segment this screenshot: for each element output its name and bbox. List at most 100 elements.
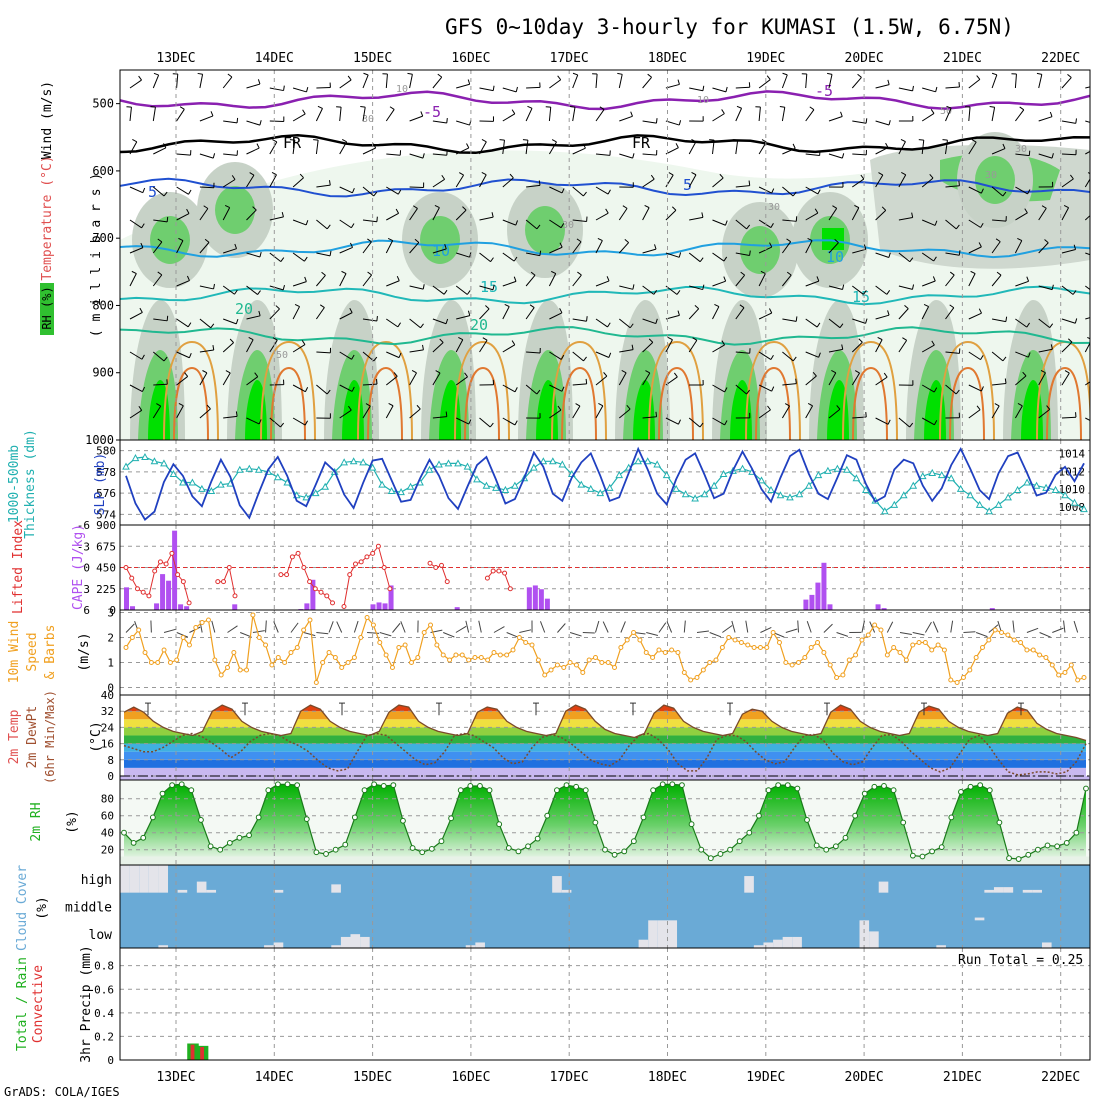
temp-band	[124, 705, 1086, 712]
wind-barb-flag	[490, 257, 494, 262]
wind10-point	[631, 630, 637, 635]
wind10-point	[282, 660, 288, 665]
cloud-unit-label: (%)	[35, 896, 50, 919]
wind-barb	[805, 405, 814, 419]
wind-barb-flag	[321, 271, 326, 276]
wind-barb-flag	[935, 86, 938, 92]
rh-point	[996, 819, 1003, 826]
wind-barb-flag	[522, 139, 528, 141]
wind-barb-flag	[978, 308, 982, 314]
wind-barb	[1014, 240, 1023, 254]
wind-barb-flag	[814, 208, 819, 214]
wind-barb-flag	[259, 252, 262, 258]
wind10-point	[916, 640, 922, 645]
wind-barb	[688, 141, 697, 155]
li-line	[125, 551, 190, 604]
wind-barb-flag	[671, 206, 677, 211]
rh-point	[727, 846, 733, 853]
wind-barb	[572, 351, 584, 362]
wind-barb-flag	[141, 223, 145, 229]
rh-point	[400, 817, 406, 824]
cloud-bg	[120, 865, 1090, 948]
wind-barb-flag	[1049, 323, 1054, 328]
wind-barb-flag	[807, 237, 813, 242]
wind-barb	[246, 376, 259, 386]
rh-point	[1073, 829, 1080, 836]
wind-barb	[152, 351, 165, 362]
wind-barb	[945, 274, 955, 287]
wind10-point	[872, 622, 878, 628]
cloud-level-label: high	[81, 873, 112, 888]
wind-barb-flag	[281, 211, 284, 218]
wind-barb-flag	[326, 224, 331, 230]
wind-barb	[618, 74, 623, 89]
wind-barb	[1085, 317, 1090, 320]
wind10-point	[1005, 632, 1011, 638]
wind-barb-flag	[842, 284, 845, 290]
wind10-point	[618, 645, 624, 650]
wind-barb	[1085, 417, 1090, 422]
wind-barb	[735, 307, 745, 320]
wind-barb	[945, 252, 960, 256]
wind-barb-flag	[858, 338, 863, 343]
wind-barb	[432, 207, 440, 221]
wind-barb-flag	[304, 276, 307, 282]
cloud-level-label: low	[89, 928, 113, 943]
wind-barb	[992, 219, 1007, 222]
wind10-point	[459, 652, 465, 658]
wind-barb-flag	[769, 242, 773, 248]
wind-barb-flag	[980, 222, 984, 228]
temp-band	[124, 719, 1086, 728]
wind-barb-flag	[1026, 276, 1030, 282]
wind-barb-flag	[459, 172, 464, 176]
rh-point	[467, 783, 474, 789]
wind-barb-flag	[422, 344, 424, 350]
wind-barb	[712, 177, 724, 188]
wind-barb-flag	[445, 411, 448, 417]
li-point	[232, 593, 238, 599]
wind10-point	[434, 642, 440, 648]
rh-point	[342, 841, 349, 848]
wind10-point	[745, 642, 751, 648]
wind-barb	[152, 186, 165, 197]
wind-barb	[409, 318, 421, 329]
wind10-point	[402, 642, 408, 648]
wind-barb-flag	[560, 354, 565, 360]
thickness-point	[198, 484, 206, 492]
wind-barb	[292, 306, 300, 320]
wind-barb	[385, 375, 398, 386]
cape-bar	[172, 530, 178, 610]
thickness-tick-label: 576	[96, 487, 116, 500]
wind-barb-flag	[141, 386, 146, 392]
wind10-point	[136, 627, 142, 633]
cloud-bar-low	[648, 920, 658, 948]
wind10-barb	[950, 620, 954, 633]
wind-barb-flag	[282, 284, 285, 291]
wind10-point	[231, 650, 237, 655]
wind-barb-flag	[256, 143, 260, 149]
wind-barb-flag	[617, 72, 623, 75]
wind-barb	[595, 318, 608, 328]
thickness-point	[805, 481, 813, 489]
wind-barb	[385, 405, 394, 419]
wind-barb	[152, 107, 156, 122]
wind-barb-flag	[863, 244, 867, 250]
li-point	[180, 579, 186, 585]
wind-barb	[199, 285, 214, 290]
wind-barb	[782, 186, 794, 197]
wind-barb	[549, 384, 563, 392]
wind-barb	[595, 186, 609, 195]
wind10-point	[370, 622, 376, 628]
wind-barb	[176, 351, 190, 359]
wind10-barb	[506, 632, 518, 638]
li-point	[370, 550, 376, 556]
wind-barb-flag	[904, 304, 909, 309]
wind-barb	[875, 417, 889, 425]
wind-barb-flag	[786, 238, 791, 243]
wind-barb-flag	[650, 174, 655, 180]
thickness-point	[880, 507, 889, 515]
wind-barb-flag	[583, 356, 587, 362]
wind10-point	[599, 660, 605, 665]
wind-barb-flag	[1075, 118, 1077, 124]
wind-barb	[1038, 408, 1051, 419]
